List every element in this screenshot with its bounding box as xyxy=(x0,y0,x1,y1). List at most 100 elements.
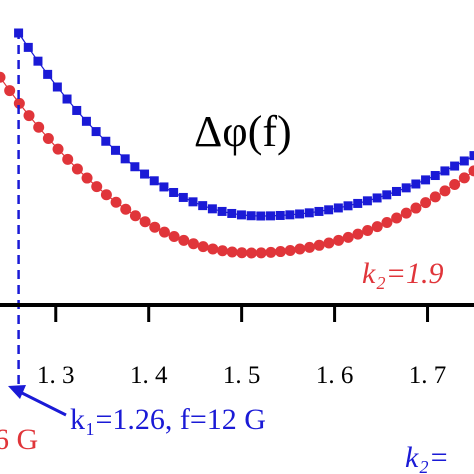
data-point-red xyxy=(284,244,296,256)
data-point-blue xyxy=(207,204,217,214)
data-point-blue xyxy=(43,69,53,79)
data-point-red xyxy=(275,246,287,258)
data-point-blue xyxy=(33,56,43,66)
data-point-blue xyxy=(362,196,372,206)
data-point-blue xyxy=(459,156,469,166)
chart-title: Δφ(f) xyxy=(194,107,292,156)
data-point-red xyxy=(333,234,345,246)
data-point-blue xyxy=(450,161,460,171)
data-point-red xyxy=(23,110,35,122)
x-axis-ticks xyxy=(54,305,430,322)
data-point-red xyxy=(0,71,6,83)
x-tick-label: 1. 6 xyxy=(316,362,354,389)
data-point-blue xyxy=(430,171,440,181)
data-point-blue xyxy=(120,154,130,164)
data-point-red xyxy=(158,226,170,238)
data-point-blue xyxy=(72,105,82,115)
data-point-blue xyxy=(217,206,227,216)
data-point-red xyxy=(13,97,25,109)
data-point-red xyxy=(313,239,325,251)
data-point-blue xyxy=(62,94,72,104)
series-layer xyxy=(0,28,474,259)
annotation-arrow xyxy=(21,391,67,417)
data-point-red xyxy=(420,197,432,209)
data-point-red xyxy=(149,221,161,233)
data-point-blue xyxy=(324,205,334,215)
data-point-blue xyxy=(333,203,343,213)
data-point-blue xyxy=(110,145,120,155)
annotation-k1-blue: k₁=1.26, f=12 G xyxy=(70,403,266,436)
x-tick-label: 1. 5 xyxy=(223,362,261,389)
data-point-red xyxy=(371,221,383,233)
data-point-blue xyxy=(353,198,363,208)
data-point-blue xyxy=(382,190,392,200)
data-point-red xyxy=(381,216,393,228)
data-point-blue xyxy=(169,187,179,197)
data-point-red xyxy=(81,172,93,184)
data-point-blue xyxy=(188,197,198,207)
data-point-blue xyxy=(391,186,401,196)
data-point-blue xyxy=(343,201,353,211)
data-point-red xyxy=(410,202,422,214)
data-point-red xyxy=(42,132,54,144)
data-point-red xyxy=(449,178,461,190)
data-point-blue xyxy=(314,206,324,216)
data-point-red xyxy=(178,234,190,246)
data-point-blue xyxy=(91,127,101,137)
data-point-blue xyxy=(275,210,285,220)
data-point-red xyxy=(352,228,364,240)
data-point-red xyxy=(33,121,45,133)
data-point-blue xyxy=(52,82,62,92)
data-point-red xyxy=(197,241,209,253)
data-point-red xyxy=(62,153,74,165)
data-point-blue xyxy=(159,182,169,192)
data-point-blue xyxy=(304,208,314,218)
data-point-blue xyxy=(101,136,111,146)
data-point-blue xyxy=(227,208,237,218)
x-tick-label: 1. 4 xyxy=(130,362,168,389)
data-point-blue xyxy=(421,175,431,185)
data-point-red xyxy=(439,185,451,197)
data-point-red xyxy=(207,243,219,255)
data-point-red xyxy=(236,247,248,259)
x-tick-label: 1. 3 xyxy=(37,362,75,389)
data-point-red xyxy=(120,203,132,215)
data-point-blue xyxy=(469,151,474,161)
data-point-red xyxy=(294,243,306,255)
annotation-left-red-fragment: 6 G xyxy=(0,423,38,456)
data-point-blue xyxy=(372,193,382,203)
data-point-blue xyxy=(246,211,256,221)
data-point-red xyxy=(71,163,83,175)
data-point-blue xyxy=(130,162,140,172)
data-point-red xyxy=(139,216,151,228)
data-point-blue xyxy=(81,116,91,126)
x-axis-tick-labels: 1. 3 1. 4 1. 5 1. 6 1. 7 xyxy=(37,362,446,389)
data-point-red xyxy=(391,212,403,224)
data-point-red xyxy=(265,246,277,258)
data-point-red xyxy=(129,210,141,222)
data-point-blue xyxy=(266,211,276,221)
data-point-red xyxy=(187,238,199,250)
data-point-red xyxy=(429,191,441,203)
data-point-blue xyxy=(295,209,305,219)
data-point-red xyxy=(168,231,180,243)
x-tick-label: 1. 7 xyxy=(409,362,447,389)
data-point-red xyxy=(255,247,267,259)
data-point-red xyxy=(4,85,16,97)
data-point-blue xyxy=(440,166,450,176)
data-point-blue xyxy=(285,210,295,220)
data-point-blue xyxy=(236,210,246,220)
data-point-blue xyxy=(149,176,159,186)
data-point-red xyxy=(323,237,335,249)
data-point-red xyxy=(52,143,64,155)
data-point-red xyxy=(468,165,474,177)
annotation-k2-red: k₂=1.9 xyxy=(362,257,444,290)
data-point-red xyxy=(91,181,103,193)
data-point-red xyxy=(304,241,316,253)
data-point-red xyxy=(110,196,122,208)
data-point-blue xyxy=(401,183,411,193)
data-point-red xyxy=(342,231,354,243)
data-point-red xyxy=(100,189,112,201)
data-point-blue xyxy=(178,192,188,202)
